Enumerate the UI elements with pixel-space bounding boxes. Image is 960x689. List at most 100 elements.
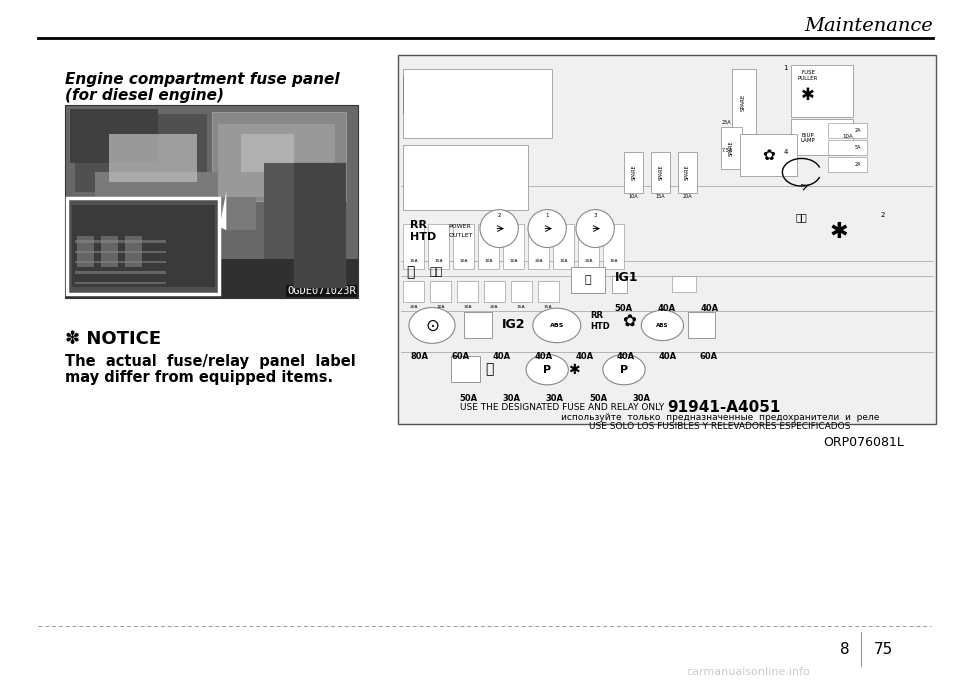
Text: 15A: 15A [656,194,665,199]
Text: ORP076081L: ORP076081L [824,436,904,449]
Text: используйте  только  предназначенные  предохранители  и  реле: используйте только предназначенные предо… [561,413,879,422]
Bar [403,224,424,269]
Text: 20A: 20A [491,305,498,309]
Text: 40A: 40A [535,351,552,360]
Bar [65,105,358,298]
Text: SPARE: SPARE [741,93,746,111]
Text: 75: 75 [874,641,893,657]
Text: 20A: 20A [410,305,418,309]
Text: 〜〜: 〜〜 [796,212,807,222]
Bar [672,276,696,291]
Text: 20A: 20A [535,259,542,263]
Text: SPARE: SPARE [632,165,636,180]
Text: 80A: 80A [411,351,428,360]
Text: SPARE: SPARE [685,165,690,180]
Bar [651,152,670,193]
Text: 15A: 15A [410,259,418,263]
Text: 10A: 10A [510,259,517,263]
Bar [211,112,347,201]
Text: carmanualsonline.info: carmanualsonline.info [686,668,811,677]
Circle shape [533,308,581,342]
Bar [264,163,294,259]
Text: ABS: ABS [656,323,669,328]
Bar [75,261,166,263]
Bar [511,281,532,302]
Text: 50A: 50A [460,395,477,404]
Bar [571,267,605,293]
Bar [72,205,215,287]
Text: 60A: 60A [700,351,717,360]
Polygon shape [220,192,227,230]
Text: ✱: ✱ [568,362,580,377]
Text: POWER: POWER [448,225,471,229]
Text: ✿: ✿ [762,147,775,163]
Text: 1: 1 [545,213,549,218]
Text: 10A: 10A [460,259,468,263]
Text: The  actual  fuse/relay  panel  label: The actual fuse/relay panel label [65,353,356,369]
Bar [77,236,94,267]
Text: 40A: 40A [493,351,511,360]
Bar [464,311,492,338]
Bar [408,76,410,114]
Bar [578,224,599,269]
Text: IG2: IG2 [502,318,525,331]
Bar [503,224,524,269]
Bar [453,76,458,114]
Text: ABS: ABS [550,323,564,328]
Text: USE THE DESIGNATED FUSE AND RELAY ONLY: USE THE DESIGNATED FUSE AND RELAY ONLY [460,403,667,413]
Text: ✿: ✿ [622,313,636,331]
Circle shape [603,355,645,385]
Bar [94,172,255,230]
Bar [218,124,335,197]
Text: 8: 8 [840,641,850,657]
Bar [75,271,166,274]
Bar [470,76,475,114]
Bar [624,152,643,193]
Ellipse shape [528,209,566,247]
Text: may differ from equipped items.: may differ from equipped items. [65,370,333,385]
Text: 2A: 2A [854,127,861,133]
Text: 3: 3 [593,213,597,218]
Text: 15A: 15A [435,259,443,263]
Bar [294,163,347,288]
Text: ⊙: ⊙ [425,316,439,334]
FancyBboxPatch shape [67,198,220,294]
Bar [478,224,499,269]
Ellipse shape [480,209,518,247]
Bar [420,76,423,114]
Text: HTD: HTD [590,322,611,331]
Text: Maintenance: Maintenance [804,17,933,35]
Bar [467,76,469,114]
Bar [70,109,157,163]
Text: HTD: HTD [410,232,436,243]
Text: 10A: 10A [610,259,617,263]
Text: ✱: ✱ [801,86,815,104]
Bar [411,76,416,114]
Bar [65,259,358,298]
Bar [403,145,528,210]
Bar [241,134,294,172]
Bar [479,76,483,114]
Text: 40A: 40A [617,351,635,360]
Text: P: P [543,364,551,375]
Text: 〰〰: 〰〰 [429,267,443,277]
Bar [828,157,867,172]
Text: Engine compartment fuse panel: Engine compartment fuse panel [65,72,340,87]
Bar [430,281,451,302]
Bar [484,281,505,302]
Bar [403,281,424,302]
Text: 4: 4 [783,149,787,154]
Text: (for diesel engine): (for diesel engine) [65,88,225,103]
Text: 5A: 5A [854,145,861,150]
Bar [442,76,444,114]
Bar [75,114,206,192]
Bar [453,224,474,269]
Text: SPARE: SPARE [729,141,734,156]
Bar [417,76,419,114]
Text: 1: 1 [783,65,788,70]
Bar [732,69,756,134]
Bar [437,76,441,114]
Bar [101,236,118,267]
Text: FUSE
PULLER: FUSE PULLER [798,70,818,81]
Bar [740,134,798,176]
